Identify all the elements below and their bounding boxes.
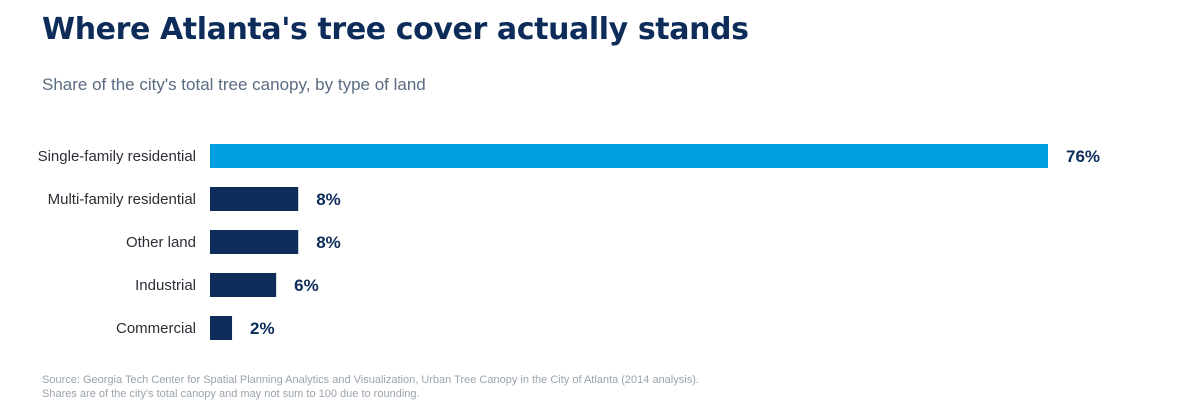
- bar: [210, 273, 277, 297]
- bar: [210, 144, 1048, 168]
- value-label: 76%: [1066, 147, 1100, 166]
- value-label: 8%: [316, 190, 341, 209]
- category-label: Other land: [126, 234, 196, 251]
- source-note: Source: Georgia Tech Center for Spatial …: [42, 373, 699, 401]
- chart-subtitle: Share of the city's total tree canopy, b…: [42, 75, 426, 94]
- category-label: Industrial: [135, 277, 196, 294]
- bar: [210, 187, 299, 211]
- value-label: 8%: [316, 233, 341, 252]
- source-text: Source: Georgia Tech Center for Spatial …: [42, 374, 699, 386]
- category-label: Single-family residential: [38, 148, 196, 165]
- bar: [210, 316, 233, 340]
- chart-title: Where Atlanta's tree cover actually stan…: [42, 12, 749, 47]
- value-label: 2%: [250, 319, 275, 338]
- rounding-note: Shares are of the city's total canopy an…: [42, 388, 420, 400]
- bar: [210, 230, 299, 254]
- category-label: Multi-family residential: [48, 191, 196, 208]
- value-label: 6%: [294, 276, 319, 295]
- category-label: Commercial: [116, 320, 196, 337]
